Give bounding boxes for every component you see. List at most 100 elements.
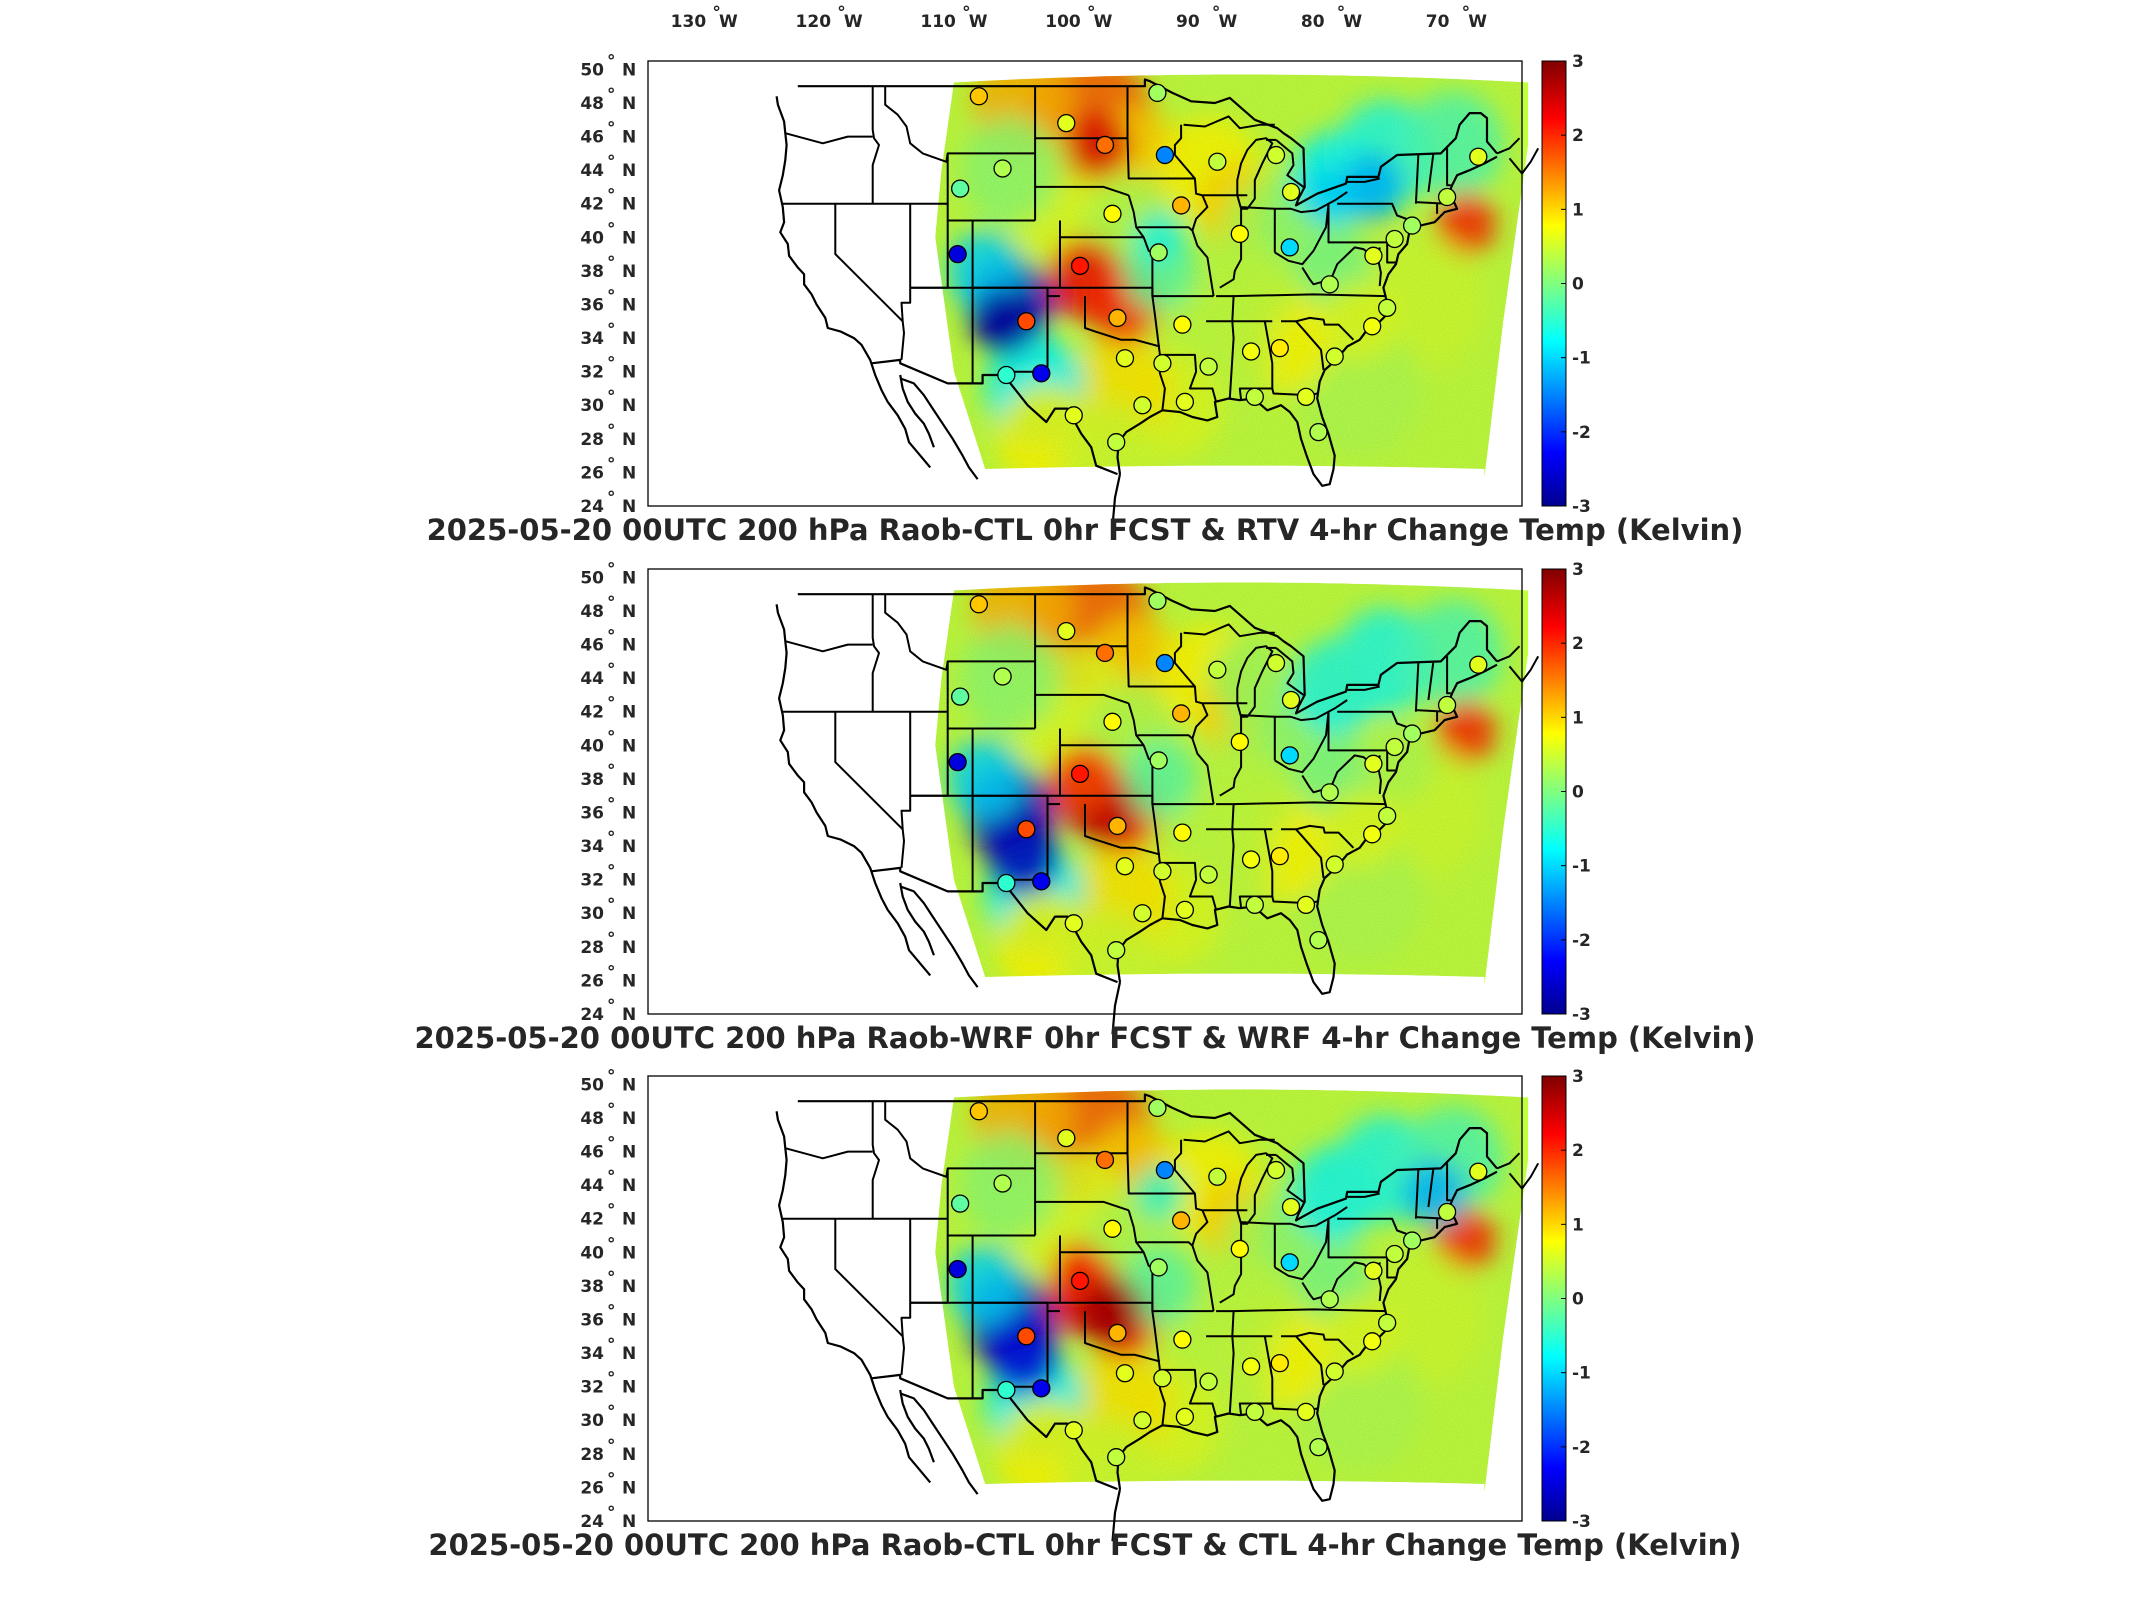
colorbar: 3 2 1 0 -1 -2 -3 <box>1541 52 1591 517</box>
lat-tick-suffix: N <box>622 703 636 723</box>
lat-tick-suffix: N <box>622 1310 636 1330</box>
lat-tick-degree: ° <box>607 862 616 882</box>
station-marker <box>1103 204 1122 223</box>
station-marker <box>997 365 1016 385</box>
station-marker <box>1149 751 1168 770</box>
lon-tick-label: 130 <box>671 12 707 32</box>
station-marker <box>1103 712 1122 731</box>
lat-tick-degree: ° <box>607 1301 616 1321</box>
lat-tick-suffix: N <box>622 463 636 483</box>
lat-tick-degree: ° <box>607 1503 616 1523</box>
lat-tick-suffix: N <box>622 60 636 80</box>
lat-tick-degree: ° <box>607 85 616 105</box>
station-marker <box>1363 317 1382 336</box>
lat-tick-degree: ° <box>607 761 616 781</box>
lat-tick-suffix: N <box>622 329 636 349</box>
station-marker <box>1108 1323 1127 1343</box>
lat-tick-label: 38 <box>580 770 604 790</box>
lon-tick-suffix: W <box>844 12 863 32</box>
lat-tick-degree: ° <box>607 1066 616 1086</box>
station-marker <box>1437 695 1457 715</box>
colorbar-tick-label: -3 <box>1572 1005 1591 1025</box>
station-marker <box>1175 1407 1195 1427</box>
lon-tick-label: 100 <box>1045 12 1081 32</box>
station-marker <box>993 1174 1012 1193</box>
lat-tick-label: 24 <box>580 1005 604 1025</box>
station-marker <box>1363 825 1382 844</box>
colorbar-tick-label: -1 <box>1572 1364 1591 1384</box>
lat-tick-suffix: N <box>622 1344 636 1364</box>
station-marker <box>1281 1197 1301 1217</box>
lat-tick-degree: ° <box>607 1234 616 1254</box>
station-marker <box>1108 816 1127 836</box>
lat-tick-label: 46 <box>580 128 604 148</box>
station-marker <box>993 667 1012 686</box>
station-marker <box>969 595 989 614</box>
station-marker <box>1175 900 1195 920</box>
lat-tick-label: 44 <box>580 161 604 181</box>
lat-tick-degree: ° <box>607 488 616 508</box>
station-marker <box>1325 347 1344 366</box>
raob-stations <box>948 1098 1488 1467</box>
lat-tick-degree: ° <box>607 186 616 206</box>
station-marker <box>1103 1219 1122 1238</box>
colorbar-tick-label: -2 <box>1572 1438 1591 1458</box>
station-marker <box>1153 354 1172 373</box>
lat-tick-degree: ° <box>607 1201 616 1221</box>
station-marker <box>1133 396 1152 415</box>
station-marker <box>1270 1354 1289 1373</box>
station-marker <box>1402 216 1422 235</box>
lon-tick-suffix: W <box>1218 12 1237 32</box>
station-marker <box>1064 406 1083 425</box>
station-marker <box>1230 224 1249 244</box>
lat-tick-label: 48 <box>580 1109 604 1129</box>
station-marker <box>1133 904 1152 923</box>
lat-tick-label: 42 <box>580 195 604 215</box>
station-marker <box>1469 1162 1488 1181</box>
lat-tick-suffix: N <box>622 938 636 958</box>
lat-tick-label: 26 <box>580 463 604 483</box>
lat-tick-suffix: N <box>622 195 636 215</box>
station-marker <box>1266 145 1286 165</box>
lat-tick-suffix: N <box>622 396 636 416</box>
lat-tick-label: 50 <box>580 60 604 80</box>
lat-tick-suffix: N <box>622 837 636 857</box>
station-marker <box>1155 1160 1175 1180</box>
coastlines-borders <box>775 586 1540 1035</box>
station-marker <box>1266 653 1286 673</box>
lat-tick-degree: ° <box>607 219 616 239</box>
lat-tick-suffix: N <box>622 568 636 588</box>
station-marker <box>1402 724 1422 743</box>
lat-tick-degree: ° <box>607 559 616 579</box>
lon-tick-label: 90 <box>1176 12 1200 32</box>
station-marker <box>1107 941 1126 960</box>
lat-tick-label: 34 <box>580 329 604 349</box>
lat-tick-suffix: N <box>622 1478 636 1498</box>
station-marker <box>997 873 1016 893</box>
lon-tick-label: 80 <box>1301 12 1325 32</box>
station-marker <box>1363 1332 1382 1351</box>
station-marker <box>1245 1402 1264 1421</box>
panel-title: 2025-05-20 00UTC 200 hPa Raob-CTL 0hr FC… <box>428 1528 1741 1562</box>
lon-tick-degree: ° <box>962 3 971 23</box>
station-marker <box>1309 422 1328 442</box>
station-marker <box>1245 387 1264 406</box>
lat-tick-label: 40 <box>580 736 604 756</box>
lat-tick-label: 32 <box>580 363 604 383</box>
station-marker <box>1032 1379 1051 1398</box>
station-marker <box>1296 1402 1316 1421</box>
map-panel-wrf: 50 ° N48 ° N46 ° N44 ° N42 ° N40 ° N38 ° N36 ° N34 ° N32 ° N… <box>414 559 1755 1055</box>
station-marker <box>1032 872 1051 891</box>
station-marker <box>950 687 970 706</box>
station-marker <box>1070 256 1090 276</box>
lat-tick-label: 24 <box>580 497 604 517</box>
station-marker <box>1017 820 1036 839</box>
station-marker <box>1095 1150 1115 1170</box>
lat-tick-suffix: N <box>622 669 636 689</box>
colorbar-tick-label: 1 <box>1572 1215 1584 1235</box>
lat-tick-label: 40 <box>580 228 604 248</box>
lon-tick-suffix: W <box>719 12 738 32</box>
station-marker <box>1230 732 1249 752</box>
lat-tick-suffix: N <box>622 430 636 450</box>
lat-tick-suffix: N <box>622 1075 636 1095</box>
